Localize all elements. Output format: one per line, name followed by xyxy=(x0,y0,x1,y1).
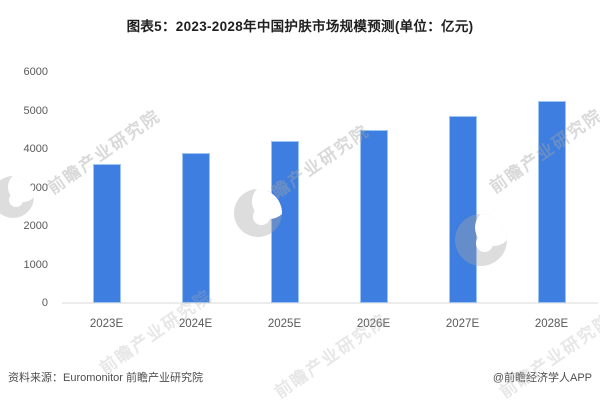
y-tick-label: 4000 xyxy=(23,143,48,155)
y-tick-label: 5000 xyxy=(23,104,48,117)
bar-2024E xyxy=(181,152,210,303)
source-text: 资料来源：Euromonitor 前瞻产业研究院 xyxy=(8,372,203,384)
bar-series xyxy=(62,72,596,303)
y-tick-label: 6000 xyxy=(23,66,48,78)
credit-text: @前瞻经济学人APP xyxy=(492,372,592,384)
bar-slot xyxy=(329,72,418,303)
x-tick-label: 2023E xyxy=(89,318,124,330)
bar-slot xyxy=(62,72,151,303)
x-tick-label: 2025E xyxy=(267,318,302,330)
x-axis-labels: 2023E 2024E 2025E 2026E 2027E 2028E xyxy=(62,318,596,330)
bar-2025E xyxy=(270,141,299,303)
bar-2028E xyxy=(537,100,566,303)
bar-slot xyxy=(507,72,596,303)
y-tick-label: 0 xyxy=(41,297,48,309)
x-tick-label: 2026E xyxy=(356,318,391,330)
y-tick-label: 1000 xyxy=(23,258,48,271)
bar-2027E xyxy=(448,115,477,303)
y-tick-label: 3000 xyxy=(23,181,48,194)
y-axis: 0 1000 2000 3000 4000 5000 6000 xyxy=(0,0,48,400)
bar-2023E xyxy=(92,164,121,303)
bar-slot xyxy=(418,72,507,303)
x-axis-line xyxy=(62,302,598,304)
bar-2026E xyxy=(359,129,388,303)
chart-title: 图表5：2023-2028年中国护肤市场规模预测(单位：亿元) xyxy=(126,19,474,34)
x-tick-label: 2028E xyxy=(534,318,569,330)
x-tick-label: 2027E xyxy=(445,318,480,330)
x-tick-label: 2024E xyxy=(178,318,213,330)
bar-slot xyxy=(240,72,329,303)
y-tick-label: 2000 xyxy=(23,220,48,232)
bar-slot xyxy=(151,72,240,303)
